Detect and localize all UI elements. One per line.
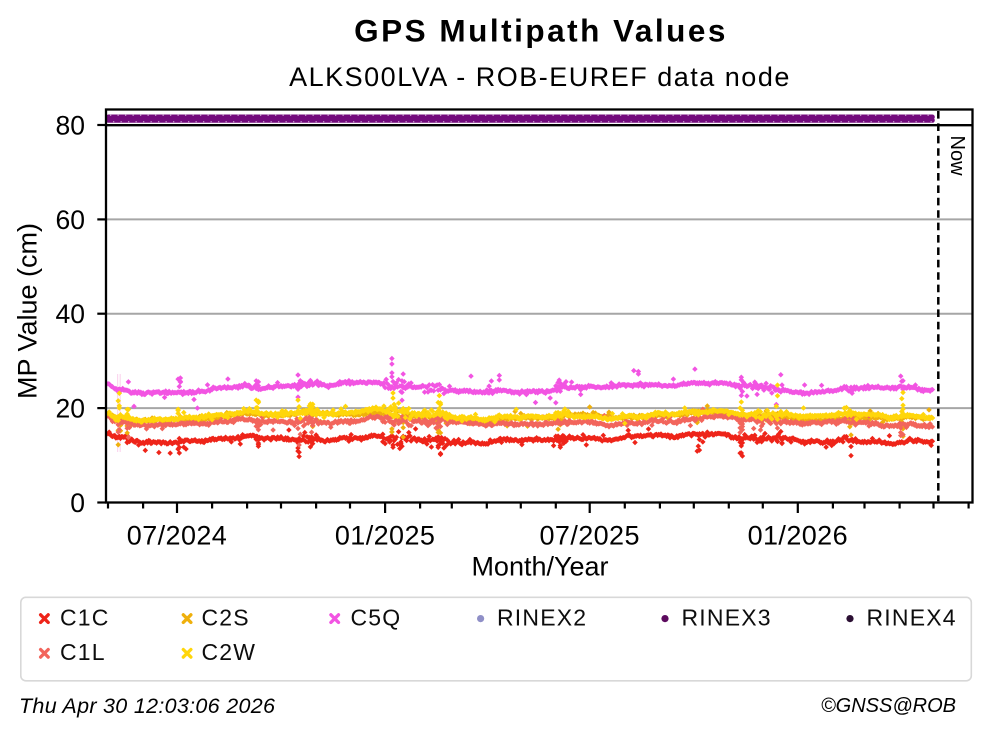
svg-text:C2S: C2S [202,604,250,630]
svg-text:C1L: C1L [60,639,106,665]
svg-text:07/2024: 07/2024 [127,521,227,551]
svg-text:MP Value (cm): MP Value (cm) [13,223,43,399]
svg-text:RINEX3: RINEX3 [682,604,772,630]
svg-text:0: 0 [70,488,85,518]
svg-text:©GNSS@ROB: ©GNSS@ROB [821,695,956,717]
svg-text:Thu Apr 30 12:03:06 2026: Thu Apr 30 12:03:06 2026 [19,694,275,718]
svg-text:80: 80 [56,110,85,140]
svg-text:RINEX4: RINEX4 [867,604,957,630]
svg-text:Month/Year: Month/Year [471,552,608,582]
svg-text:C1C: C1C [60,604,110,630]
svg-text:Now: Now [946,136,968,177]
svg-text:20: 20 [56,394,85,424]
svg-text:40: 40 [56,299,85,329]
svg-text:60: 60 [56,205,85,235]
svg-text:01/2025: 01/2025 [335,521,435,551]
svg-text:GPS Multipath Values: GPS Multipath Values [354,13,728,49]
svg-text:01/2026: 01/2026 [748,521,848,551]
svg-text:C2W: C2W [202,639,257,665]
svg-text:RINEX2: RINEX2 [497,604,587,630]
svg-text:07/2025: 07/2025 [539,521,639,551]
svg-text:C5Q: C5Q [351,604,402,630]
svg-text:ALKS00LVA - ROB-EUREF data nod: ALKS00LVA - ROB-EUREF data node [289,62,791,92]
